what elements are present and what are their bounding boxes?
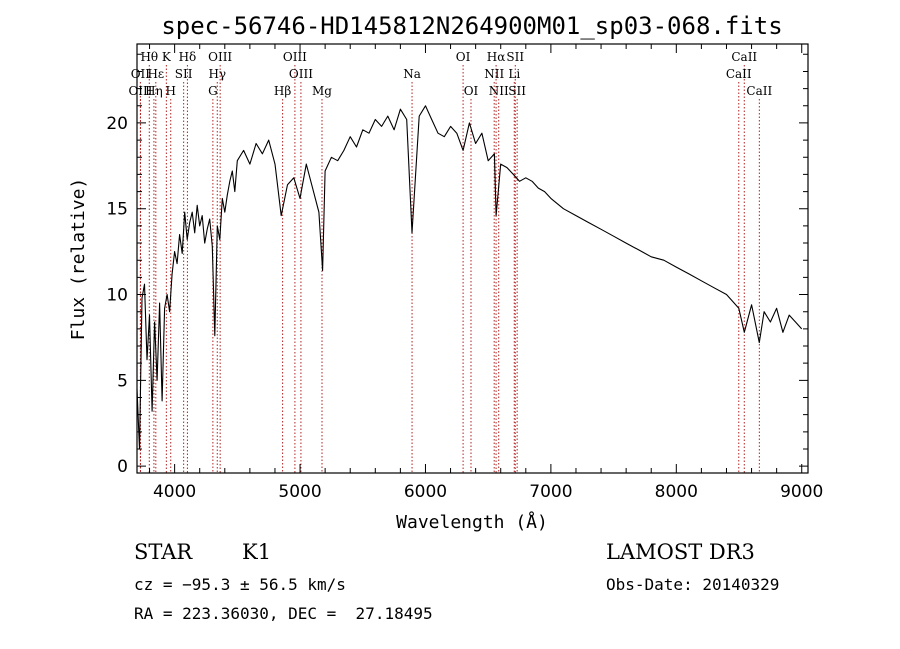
spectral-line-label: Hα	[487, 50, 506, 64]
spectral-line-label: Li	[508, 67, 520, 81]
series-layer	[136, 105, 803, 450]
spectral-line-label: Hε	[147, 67, 164, 81]
x-axis-label: Wavelength (Å)	[396, 511, 548, 533]
spectral-line-label: NII	[489, 84, 509, 98]
survey-name: LAMOST DR3	[606, 540, 755, 564]
object-class: STAR	[134, 540, 193, 564]
spectral-line-label: Hγ	[208, 67, 226, 81]
spectral-line-label: Hη	[145, 84, 163, 98]
spectral-line-label: OIII	[128, 84, 152, 98]
y-axis-label: Flux (relative)	[68, 178, 89, 341]
x-tick-label: 4000	[153, 482, 196, 502]
axis-ticks: 4000 5000 6000 7000 8000 9000 0 5 10 15 20	[106, 44, 823, 502]
spectral-line-label: SII	[508, 84, 526, 98]
spectral-line-label: CaII	[726, 67, 752, 81]
object-subclass: K1	[242, 540, 272, 564]
x-tick-label: 5000	[278, 482, 321, 502]
spectral-line-label: Hβ	[274, 84, 291, 98]
spectral-line-label: G	[208, 84, 218, 98]
chart-title: spec-56746-HD145812N264900M01_sp03-068.f…	[161, 12, 782, 40]
y-tick-label: 10	[106, 286, 128, 306]
coordinates: RA = 223.36030, DEC = 27.18495	[134, 604, 433, 623]
obs-date: Obs-Date: 20140329	[606, 575, 780, 594]
spectral-line-label: SII	[506, 50, 524, 64]
y-tick-label: 20	[106, 114, 128, 134]
spectral-line-label: SII	[175, 67, 193, 81]
spectral-line-label: OIII	[289, 67, 313, 81]
spectral-line-label: CaII	[746, 84, 772, 98]
spectral-line-label: Hθ	[140, 50, 158, 64]
spectral-line-label: OII	[131, 67, 151, 81]
plot-frame	[136, 43, 809, 474]
spectral-line-label: Hδ	[179, 50, 197, 64]
spectral-line-label: Na	[403, 67, 421, 81]
spectral-line-label: OI	[456, 50, 471, 64]
spectral-line-label: K	[162, 50, 172, 64]
spectral-line-label: OIII	[208, 50, 232, 64]
y-tick-label: 15	[106, 200, 128, 220]
spectral-line-label: NII	[484, 67, 504, 81]
spectral-line-label: OI	[464, 84, 479, 98]
x-tick-label: 6000	[404, 482, 447, 502]
spectral-line-label: CaII	[731, 50, 757, 64]
spectrum-series-line	[136, 105, 803, 450]
redshift-readout: cz = −95.3 ± 56.5 km/s	[134, 575, 346, 594]
x-tick-label: 7000	[529, 482, 572, 502]
x-tick-label: 9000	[780, 482, 823, 502]
spectral-line-label: OIII	[283, 50, 307, 64]
x-tick-label: 8000	[655, 482, 698, 502]
spectral-line-label: H	[166, 84, 176, 98]
y-tick-label: 5	[117, 371, 128, 391]
spectral-line-label: Mg	[312, 84, 332, 98]
y-tick-label: 0	[117, 457, 128, 477]
